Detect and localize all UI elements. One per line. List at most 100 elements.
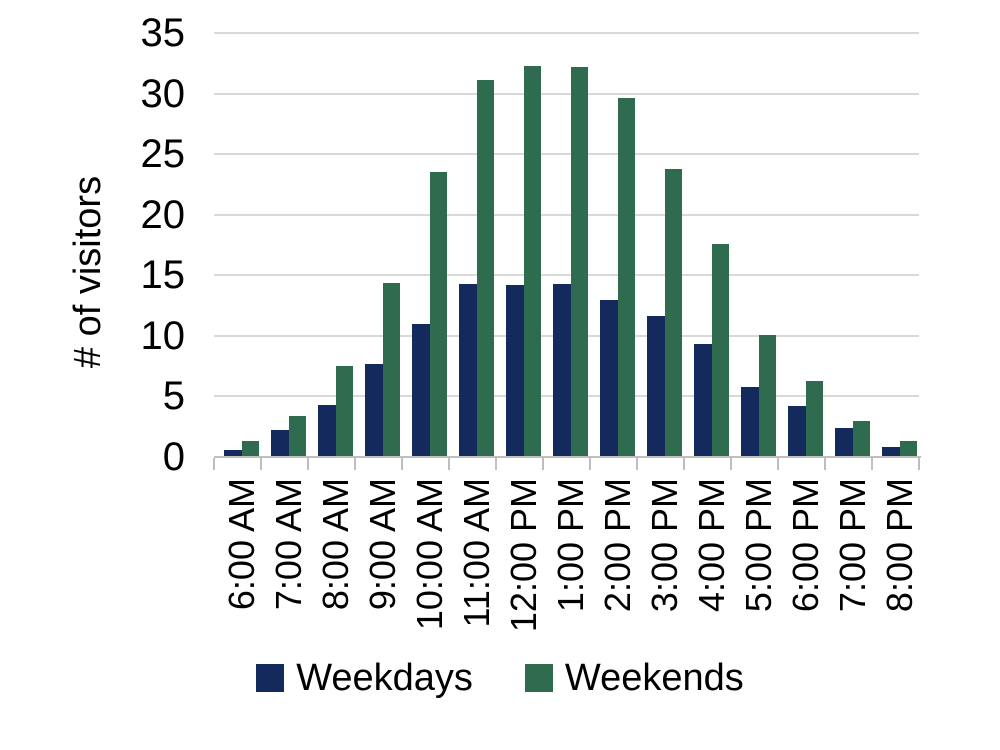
weekdays-bar	[318, 404, 336, 457]
weekdays-bar	[506, 284, 524, 457]
legend-label-weekends: Weekends	[564, 657, 744, 699]
x-tick	[307, 458, 309, 470]
x-tick	[777, 458, 779, 470]
x-tick	[636, 458, 638, 470]
weekdays-bar	[741, 386, 759, 457]
weekends-bar	[476, 80, 494, 457]
y-tick-label: 5	[162, 374, 185, 419]
x-tick-label: 6:00 AM	[220, 478, 262, 611]
weekends-bar	[570, 66, 588, 457]
weekends-swatch-icon	[524, 664, 553, 692]
weekends-bar	[899, 441, 917, 457]
x-tick-label: 9:00 AM	[361, 478, 403, 611]
legend-item-weekends: Weekends	[524, 657, 744, 699]
x-tick-label: 7:00 PM	[831, 478, 873, 613]
gridline	[214, 153, 919, 156]
x-tick-label: 12:00 PM	[502, 478, 544, 633]
x-axis-line	[214, 456, 921, 458]
x-tick-label: 10:00 AM	[408, 478, 450, 631]
x-tick-label: 1:00 PM	[549, 478, 591, 613]
weekdays-bar	[459, 283, 477, 457]
bar-group	[359, 33, 406, 457]
weekends-bar	[805, 380, 823, 457]
x-tick-label: 8:00 AM	[314, 478, 356, 611]
weekends-bar	[617, 98, 635, 457]
x-tick	[448, 458, 450, 470]
weekends-bar	[664, 168, 682, 457]
x-tick	[260, 458, 262, 470]
x-tick-label: 7:00 AM	[267, 478, 309, 611]
x-tick	[542, 458, 544, 470]
x-tick-label: 3:00 PM	[643, 478, 685, 613]
bar-group	[453, 33, 500, 457]
weekends-bar	[852, 420, 870, 457]
weekends-bar	[288, 415, 306, 457]
bar-group	[500, 33, 547, 457]
bar-group	[876, 33, 923, 457]
y-tick-label: 35	[140, 11, 186, 55]
x-tick	[401, 458, 403, 470]
weekdays-bar	[882, 447, 900, 457]
x-tick-label: 11:00 AM	[455, 478, 497, 628]
x-tick	[730, 458, 732, 470]
gridline	[214, 92, 919, 95]
bar-group	[782, 33, 829, 457]
weekdays-bar	[224, 449, 242, 457]
y-tick-label: 25	[140, 132, 186, 177]
legend: Weekdays Weekends	[0, 650, 1000, 706]
y-tick-label: 0	[162, 435, 185, 479]
bar-group	[312, 33, 359, 457]
x-tick	[495, 458, 497, 470]
x-tick	[213, 458, 215, 470]
weekdays-bar	[647, 316, 665, 457]
weekends-bar	[335, 366, 353, 457]
weekdays-bar	[788, 406, 806, 457]
weekends-bar	[758, 334, 776, 457]
x-tick	[824, 458, 826, 470]
bar-group	[547, 33, 594, 457]
x-tick-label: 4:00 PM	[690, 478, 732, 613]
weekdays-bar	[412, 323, 430, 457]
gridline	[214, 213, 919, 216]
bar-group	[218, 33, 265, 457]
x-tick	[683, 458, 685, 470]
bar-group	[594, 33, 641, 457]
weekdays-swatch-icon	[256, 664, 285, 692]
weekends-bar	[711, 243, 729, 457]
x-tick-label: 2:00 PM	[596, 478, 638, 613]
bar-group	[829, 33, 876, 457]
x-tick-label: 8:00 PM	[878, 478, 920, 613]
y-tick-label: 30	[140, 71, 186, 116]
bar-group	[735, 33, 782, 457]
weekdays-bar	[553, 283, 571, 457]
weekdays-bar	[271, 430, 289, 457]
bar-group	[641, 33, 688, 457]
weekdays-bar	[835, 427, 853, 457]
y-tick-label: 20	[140, 192, 186, 237]
y-tick-label: 10	[140, 313, 186, 358]
weekdays-bar	[600, 299, 618, 457]
bar-group	[688, 33, 735, 457]
x-tick	[589, 458, 591, 470]
weekdays-bar	[365, 363, 383, 457]
legend-item-weekdays: Weekdays	[256, 659, 473, 697]
weekends-bar	[523, 65, 541, 457]
gridline	[214, 274, 919, 277]
x-tick	[871, 458, 873, 470]
x-tick	[918, 458, 920, 470]
bar-group	[265, 33, 312, 457]
weekdays-bar	[694, 344, 712, 457]
weekends-bar	[241, 441, 259, 457]
bar-groups	[214, 33, 919, 457]
y-tick-label: 15	[140, 253, 186, 298]
x-tick-label: 6:00 PM	[784, 478, 826, 613]
legend-label-weekdays: Weekdays	[296, 657, 473, 699]
plot-area	[214, 32, 919, 457]
weekends-bar	[382, 282, 400, 457]
weekends-bar	[429, 172, 447, 457]
x-tick	[354, 458, 356, 470]
gridline	[214, 32, 919, 34]
x-tick-label: 5:00 PM	[737, 478, 779, 613]
bar-group	[406, 33, 453, 457]
